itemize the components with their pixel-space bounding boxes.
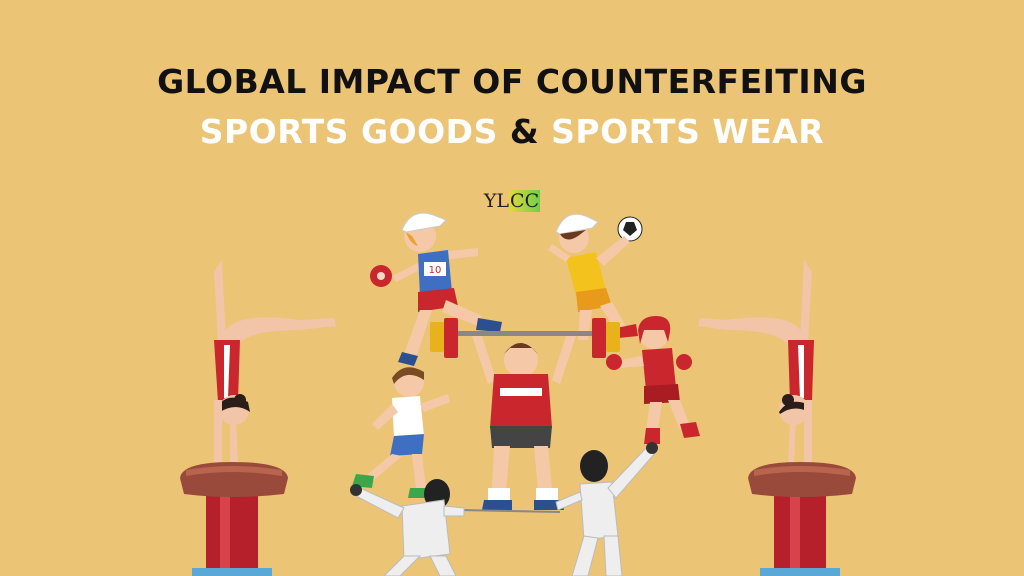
headline-line-2: SPORTS GOODS & SPORTS WEAR	[0, 112, 1024, 151]
headline-ampersand: &	[509, 112, 540, 151]
logo-prefix: YL	[483, 190, 510, 212]
ylcc-logo: YLCC	[0, 190, 1024, 212]
headline-sports-wear: SPORTS WEAR	[551, 112, 825, 151]
logo-highlight: CC	[509, 190, 541, 212]
soccer-player	[548, 213, 643, 340]
runner-boy	[352, 367, 450, 498]
headline-sports-goods: SPORTS GOODS	[199, 112, 498, 151]
headline-line-1: GLOBAL IMPACT OF COUNTERFEITING	[157, 62, 867, 101]
fencer-right	[555, 442, 658, 576]
weightlifter	[430, 318, 620, 510]
left-gymnast-vault	[180, 260, 336, 576]
fencer-left	[350, 479, 561, 576]
discus-thrower: 10	[370, 212, 502, 366]
boxer	[606, 316, 700, 444]
right-gymnast-vault	[698, 260, 856, 576]
bib-number: 10	[429, 265, 442, 276]
